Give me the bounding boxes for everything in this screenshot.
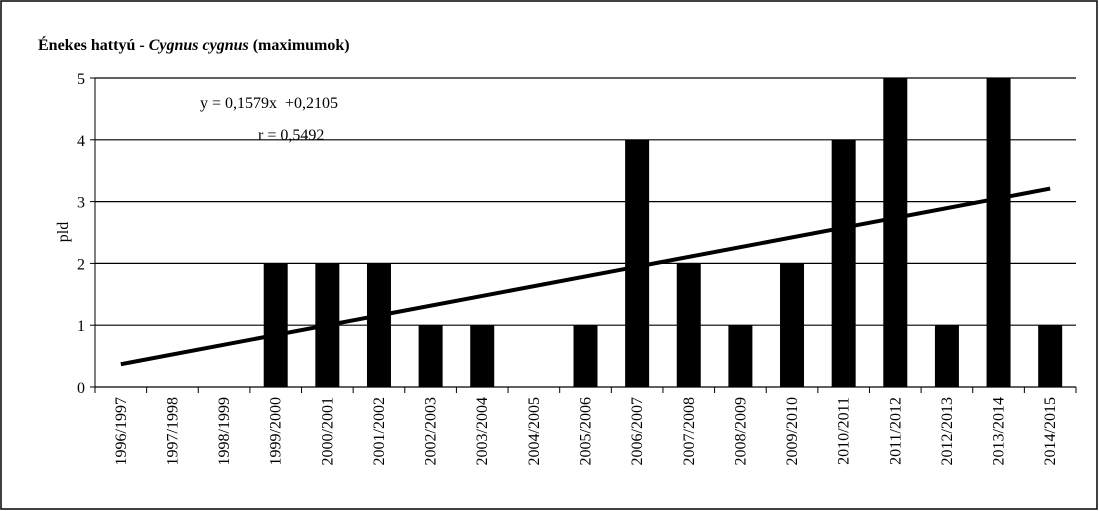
x-tick-label: 2012/2013 [939, 397, 956, 465]
y-tick-label: 4 [77, 133, 85, 150]
trend-line [120, 186, 1051, 367]
bar [366, 263, 391, 387]
x-tick-label: 2005/2006 [578, 397, 595, 465]
x-tick-label: 1998/1999 [216, 397, 233, 465]
title-part: Énekes hattyú - [38, 35, 149, 54]
x-tick-label: 2006/2007 [629, 397, 646, 465]
chart-title: Énekes hattyú - Cygnus cygnus (maximumok… [38, 35, 350, 54]
x-tick-label: 2002/2003 [423, 397, 440, 465]
bar [728, 325, 753, 387]
bar [676, 263, 701, 387]
bar [780, 263, 805, 387]
y-tick-label: 1 [77, 318, 85, 335]
bar [1038, 325, 1063, 387]
x-tick-label: 2011/2012 [887, 397, 904, 465]
x-tick-label: 2000/2001 [319, 397, 336, 465]
x-tick-label: 2007/2008 [681, 397, 698, 465]
y-tick-label: 2 [77, 256, 85, 273]
bar [883, 78, 908, 387]
x-tick-label: 1996/1997 [113, 397, 130, 465]
x-tick-label: 2003/2004 [474, 397, 491, 465]
bar [573, 325, 598, 387]
bar [263, 263, 288, 387]
x-tick-label: 2004/2005 [526, 397, 543, 465]
x-tick-label: 2009/2010 [784, 397, 801, 465]
bar [470, 325, 495, 387]
bar [831, 139, 856, 387]
bar [934, 325, 959, 387]
y-tick-label: 5 [77, 71, 85, 88]
title-part: Cygnus cygnus [149, 37, 249, 54]
y-tick-label: 3 [77, 195, 85, 212]
x-tick-label: 2014/2015 [1042, 397, 1059, 465]
x-tick-label: 2010/2011 [836, 397, 853, 465]
bar [986, 78, 1011, 387]
title-part: (maximumok) [249, 37, 350, 54]
y-axis-label: pld [55, 222, 72, 242]
x-tick-label: 2013/2014 [991, 397, 1008, 465]
x-tick-label: 1999/2000 [268, 397, 285, 465]
x-tick-label: 1997/1998 [164, 397, 181, 465]
y-tick-label: 0 [77, 380, 85, 397]
x-tick-label: 2001/2002 [371, 397, 388, 465]
trend-r: r = 0,5492 [258, 127, 324, 144]
bar [418, 325, 443, 387]
x-tick-label: 2008/2009 [732, 397, 749, 465]
trend-equation: y = 0,1579x +0,2105 [200, 95, 338, 112]
